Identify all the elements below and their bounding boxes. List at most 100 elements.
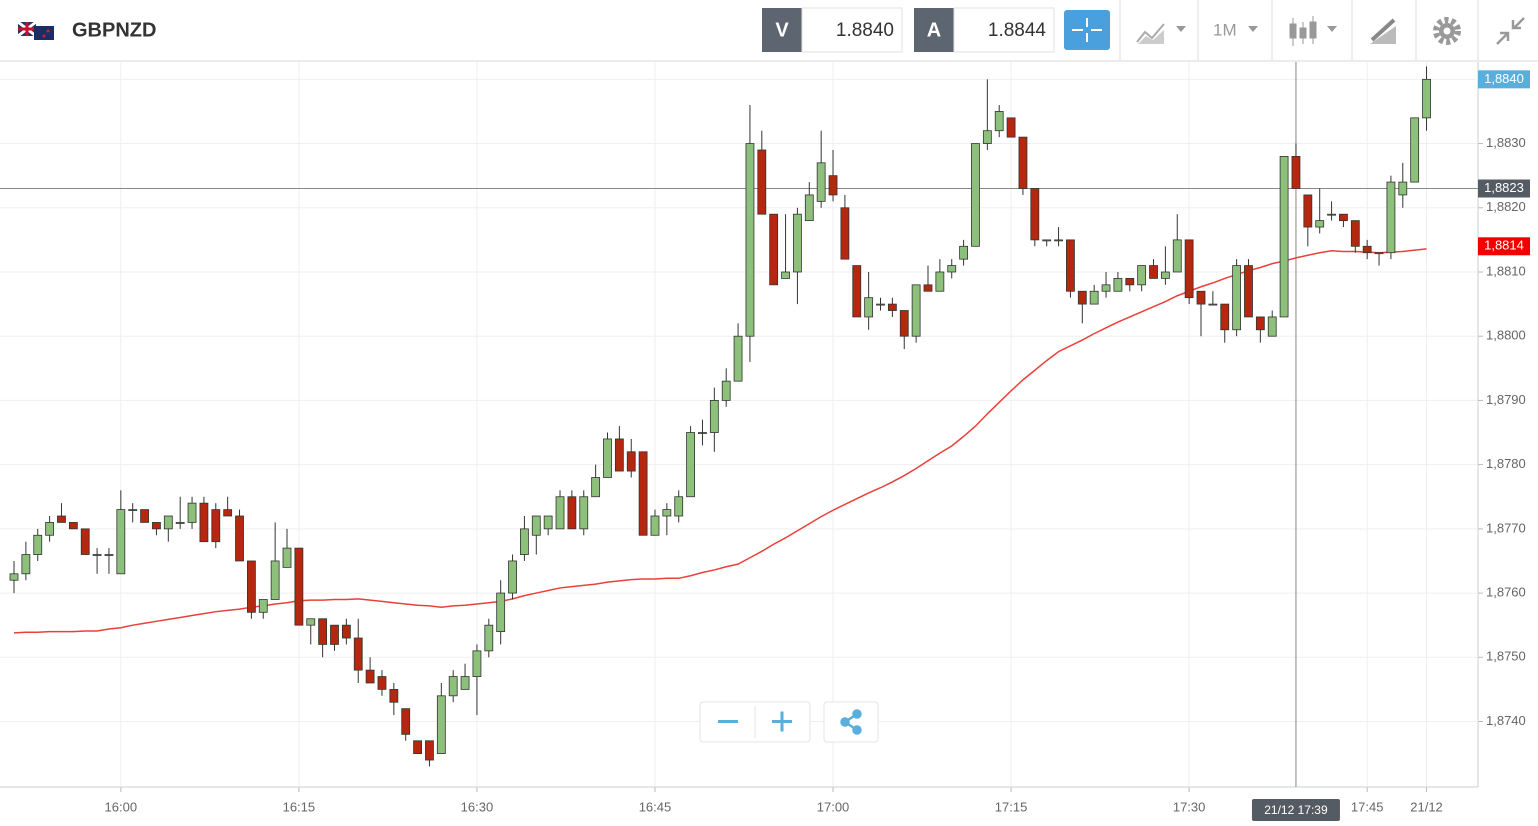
zoom-out[interactable]	[718, 720, 738, 723]
candle-body	[508, 560, 517, 594]
crosshair-price-bg	[1478, 179, 1530, 198]
candle-body	[614, 438, 624, 472]
candle-body	[92, 554, 102, 556]
candle-body	[1244, 265, 1253, 318]
bid-box[interactable]	[801, 7, 903, 53]
candle-body	[1113, 278, 1123, 292]
crosshair-button[interactable]	[1064, 10, 1110, 50]
candle-body	[1410, 117, 1420, 183]
candle-body	[282, 547, 292, 568]
ask-price: 1.8844	[988, 20, 1047, 41]
candle-body	[1339, 213, 1348, 222]
candle-body	[709, 400, 719, 433]
candle-body	[1255, 316, 1265, 331]
ask-box[interactable]	[953, 7, 1055, 53]
crosshair-time-bg	[1251, 799, 1340, 821]
candle-body	[1018, 136, 1028, 189]
candle-body	[1101, 284, 1111, 292]
candle-body	[1172, 239, 1182, 273]
candle-body	[377, 676, 387, 690]
candle-body	[1054, 239, 1063, 242]
crosshair-price: 1,8823	[1484, 180, 1524, 195]
chart-type-button[interactable]	[1136, 23, 1186, 44]
candle-body	[876, 303, 885, 306]
x-tick-label: 17:00	[817, 799, 850, 814]
candle-body	[579, 496, 589, 530]
candle-body	[603, 438, 612, 478]
candle-body	[1327, 213, 1336, 216]
candle-body	[484, 624, 494, 652]
candle-body	[187, 502, 197, 523]
ma-price-tag: 1,8814	[1484, 238, 1524, 253]
x-tick-label: 17:30	[1173, 799, 1206, 814]
candle-body	[887, 303, 897, 311]
candle-body	[745, 143, 755, 337]
candle-body	[626, 451, 636, 472]
candle-style-button[interactable]	[1289, 16, 1337, 46]
candle-body	[591, 477, 601, 498]
candle-body	[258, 599, 268, 613]
candle-body	[1149, 265, 1158, 279]
ma-price-tag-bg	[1478, 237, 1530, 256]
bid-price: 1.8840	[836, 20, 894, 41]
candle-body	[804, 194, 814, 222]
zoom-in[interactable]	[772, 711, 792, 732]
candle-body	[1125, 278, 1135, 286]
share-button[interactable]	[823, 701, 879, 743]
candle-body	[45, 522, 55, 536]
settings-button[interactable]	[1433, 17, 1461, 45]
candle-body	[816, 162, 826, 202]
x-tick-label: 16:45	[639, 799, 672, 814]
candle-body	[496, 592, 506, 632]
candle-body	[1315, 220, 1325, 228]
ask-badge	[914, 8, 954, 52]
candle-body	[674, 496, 684, 517]
toolbar-separators	[1119, 0, 1479, 60]
candle-body	[1291, 155, 1301, 189]
last-price-tag-bg	[1478, 70, 1530, 89]
candle-body	[1267, 316, 1277, 337]
last-price-tag: 1,8840	[1484, 71, 1524, 86]
candle-body	[520, 528, 529, 555]
candle-body	[1303, 194, 1313, 228]
x-tick-label: 17:45	[1351, 799, 1384, 814]
candle-body	[1184, 239, 1194, 299]
candle-body	[852, 265, 862, 318]
candle-body	[1042, 239, 1052, 242]
candle-body	[460, 676, 470, 690]
candle-body	[330, 624, 339, 645]
candle-body	[781, 271, 790, 279]
candle-body	[68, 522, 78, 530]
bid-label: V	[775, 19, 789, 41]
candle-body	[555, 496, 565, 530]
ask-label: A	[927, 19, 941, 41]
bid-badge	[762, 8, 802, 52]
candle-body	[1362, 245, 1372, 254]
candle-body	[793, 213, 802, 273]
timeframe-button[interactable]: 1M	[1213, 20, 1258, 39]
candle-body	[899, 310, 909, 337]
collapse-button[interactable]	[1496, 17, 1525, 45]
candle-body	[401, 708, 411, 735]
candle-body	[911, 284, 921, 337]
crosshair-icon	[1072, 18, 1102, 42]
flag	[17, 20, 54, 40]
candle-body	[1030, 188, 1040, 241]
candle-body	[1077, 290, 1087, 305]
candle-body	[246, 560, 256, 613]
candle-body	[152, 522, 161, 530]
candle-body	[840, 207, 850, 260]
candle-body	[1374, 252, 1384, 255]
candle-body	[353, 637, 363, 671]
plot: 1,8740 1,8750 1,8760 1,8770 1,8780 1,8790 1,88…	[0, 62, 1530, 821]
candle-body	[472, 650, 482, 677]
candle-body	[757, 149, 767, 215]
candle-body	[425, 740, 434, 761]
candle-body	[650, 515, 660, 536]
candle-body	[33, 534, 43, 555]
candle-body	[1006, 117, 1016, 138]
candle-body	[864, 297, 874, 318]
candle-body	[947, 265, 957, 273]
draw-button[interactable]	[1370, 18, 1396, 44]
